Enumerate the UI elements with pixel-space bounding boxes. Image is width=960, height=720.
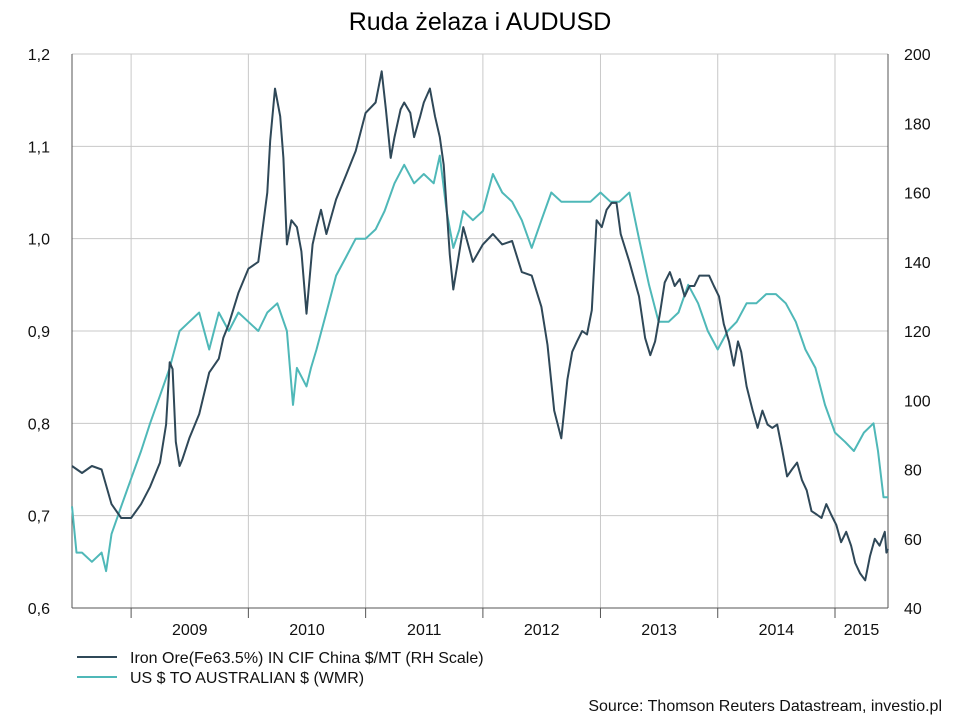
right-tick-label: 60 bbox=[904, 532, 922, 549]
right-tick-label: 40 bbox=[904, 601, 922, 618]
axes bbox=[71, 54, 889, 618]
left-tick-label: 1,1 bbox=[28, 139, 50, 156]
left-tick-label: 1,2 bbox=[28, 47, 50, 64]
x-tick-label: 2015 bbox=[844, 622, 880, 639]
right-tick-label: 120 bbox=[904, 324, 931, 341]
left-tick-label: 0,7 bbox=[28, 509, 50, 526]
x-tick-label: 2013 bbox=[641, 622, 677, 639]
right-tick-label: 160 bbox=[904, 186, 931, 203]
series-layer bbox=[71, 70, 889, 582]
x-axis-ticks: 2009 2010 2011 2012 2013 2014 2015 bbox=[172, 622, 879, 639]
source-note: Source: Thomson Reuters Datastream, inve… bbox=[588, 698, 942, 715]
series-line-iron-ore bbox=[71, 70, 889, 582]
right-tick-label: 80 bbox=[904, 463, 922, 480]
gridlines bbox=[72, 53, 888, 609]
left-axis-ticks: 0,6 0,7 0,8 0,9 1,0 1,1 1,2 bbox=[28, 47, 50, 618]
chart-title: Ruda żelaza i AUDUSD bbox=[349, 8, 612, 36]
right-tick-label: 180 bbox=[904, 116, 931, 133]
right-tick-label: 100 bbox=[904, 393, 931, 410]
legend-label-iron-ore: Iron Ore(Fe63.5%) IN CIF China $/MT (RH … bbox=[130, 650, 484, 667]
x-tick-label: 2010 bbox=[289, 622, 325, 639]
x-tick-label: 2009 bbox=[172, 622, 208, 639]
x-tick-label: 2011 bbox=[407, 622, 442, 639]
left-tick-label: 0,8 bbox=[28, 416, 50, 433]
right-tick-label: 200 bbox=[904, 47, 931, 64]
right-tick-label: 140 bbox=[904, 255, 931, 272]
legend-label-audusd: US $ TO AUSTRALIAN $ (WMR) bbox=[130, 670, 364, 687]
legend: Iron Ore(Fe63.5%) IN CIF China $/MT (RH … bbox=[77, 650, 484, 687]
x-tick-label: 2012 bbox=[524, 622, 560, 639]
x-tick-label: 2014 bbox=[759, 622, 795, 639]
left-tick-label: 0,6 bbox=[28, 601, 50, 618]
left-tick-label: 1,0 bbox=[28, 232, 50, 249]
series-line-audusd bbox=[71, 154, 888, 573]
left-tick-label: 0,9 bbox=[28, 324, 50, 341]
right-axis-ticks: 40 60 80 100 120 140 160 180 200 bbox=[904, 47, 931, 618]
